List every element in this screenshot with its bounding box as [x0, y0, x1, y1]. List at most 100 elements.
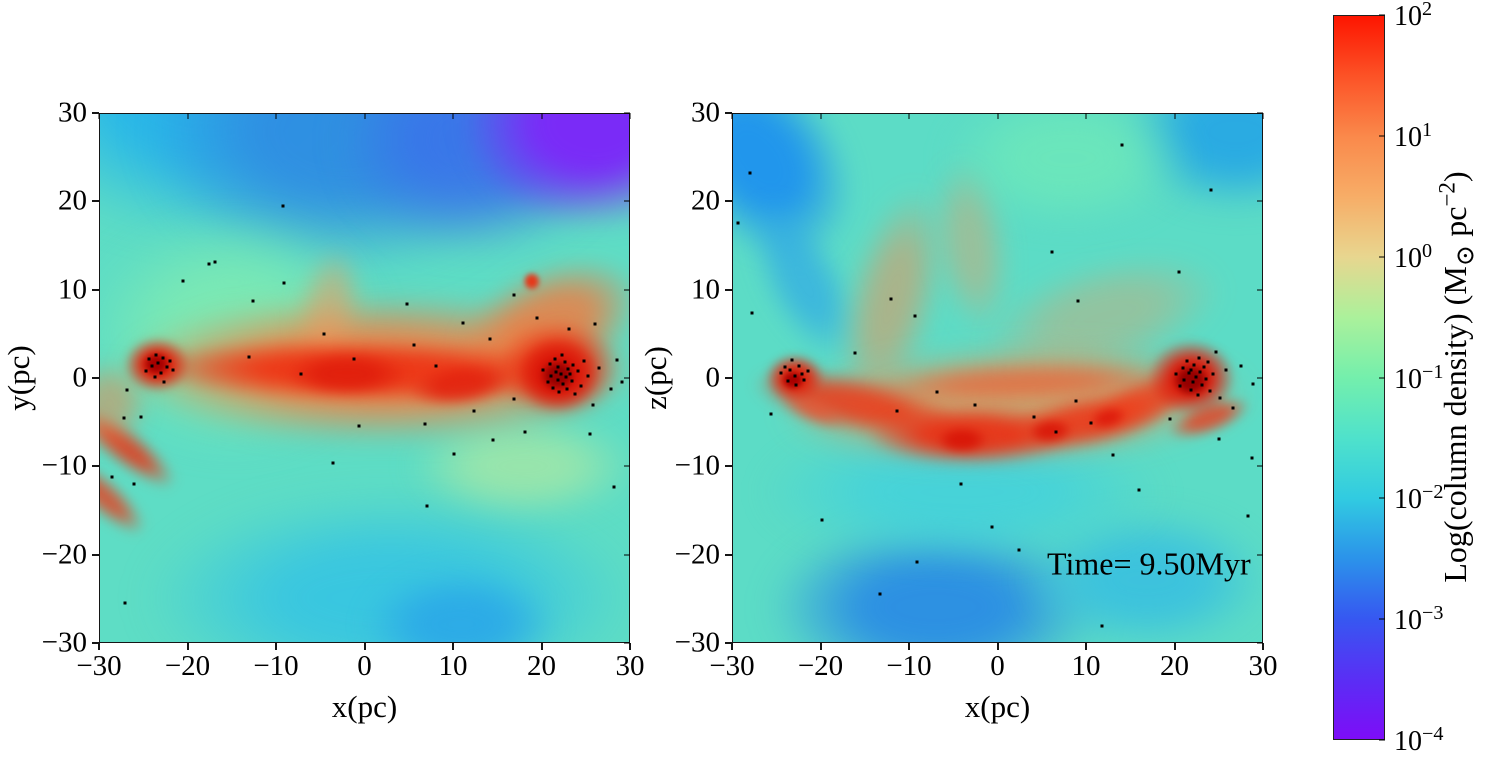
x-tick-mark-top	[908, 113, 910, 119]
star-particle	[797, 364, 801, 368]
star-particle	[1050, 250, 1054, 254]
x-tick-mark-top	[1262, 113, 1264, 119]
star-particle	[566, 367, 570, 371]
star-particle	[559, 372, 563, 376]
z-axis-label-right: z(pc)	[638, 346, 673, 410]
star-particle	[331, 461, 335, 465]
colorbar-tick-label: 10−4	[1394, 722, 1444, 757]
star-particle	[1187, 371, 1191, 375]
density-feature	[288, 241, 371, 374]
star-particle	[597, 366, 601, 370]
star-particle	[322, 332, 326, 336]
density-feature	[764, 353, 825, 403]
y-tick-mark-right	[624, 465, 630, 468]
x-tick-mark	[452, 643, 454, 650]
star-particle	[472, 409, 476, 413]
x-tick-mark-top	[186, 113, 189, 119]
x-tick-mark	[629, 643, 631, 650]
y-tick-label: 20	[691, 184, 720, 217]
density-feature	[144, 492, 629, 642]
star-particle	[1074, 399, 1078, 403]
colorbar-tick-mark	[1379, 134, 1385, 137]
star-particle	[1206, 360, 1210, 364]
y-tick-mark-right	[1257, 288, 1263, 291]
y-tick-mark-right	[624, 377, 630, 379]
star-particle	[405, 302, 409, 306]
density-feature	[865, 405, 1077, 466]
x-tick-mark-top	[731, 113, 733, 119]
star-particle	[1239, 364, 1243, 368]
star-particle	[535, 316, 539, 320]
star-particle	[793, 374, 797, 378]
y-tick-label: −20	[41, 538, 87, 571]
density-feature	[774, 381, 850, 436]
x-tick-mark	[731, 643, 733, 650]
star-particle	[1017, 548, 1021, 552]
star-particle	[523, 430, 527, 434]
x-tick-mark	[186, 643, 189, 650]
star-particle	[1217, 437, 1221, 441]
star-particle	[750, 311, 753, 315]
y-tick-mark	[725, 112, 732, 114]
star-particle	[571, 363, 575, 367]
star-particle	[1178, 384, 1182, 388]
star-particle	[1100, 624, 1104, 628]
star-particle	[556, 378, 560, 382]
star-particle	[159, 371, 163, 375]
y-tick-mark	[725, 553, 732, 556]
x-tick-label: −20	[164, 650, 211, 682]
density-feature	[461, 114, 629, 229]
density-feature	[100, 448, 155, 545]
star-particle	[806, 369, 810, 373]
x-tick-mark-top	[540, 113, 543, 119]
star-particle	[1174, 372, 1178, 376]
star-particle	[612, 485, 616, 489]
star-particle	[1191, 380, 1195, 384]
star-particle	[790, 358, 794, 362]
star-particle	[1177, 270, 1181, 274]
star-particle	[165, 365, 169, 369]
y-tick-mark-right	[1257, 465, 1263, 468]
star-particle	[1224, 368, 1228, 372]
y-tick-mark-right	[1257, 112, 1263, 114]
star-particle	[434, 364, 438, 368]
star-particle	[973, 403, 977, 407]
density-feature	[944, 114, 1192, 229]
x-tick-mark	[363, 643, 366, 650]
density-feature	[733, 114, 893, 297]
star-particle	[281, 204, 285, 208]
colorbar-tick-label: 102	[1394, 0, 1433, 33]
star-particle	[895, 409, 899, 413]
star-particle	[1185, 359, 1189, 363]
density-feature	[1081, 357, 1214, 443]
star-particle	[125, 388, 129, 392]
x-tick-mark	[819, 643, 822, 650]
x-tick-mark-top	[275, 113, 277, 119]
density-feature	[408, 413, 629, 519]
star-particle	[357, 424, 361, 428]
y-tick-mark-right	[1257, 553, 1263, 556]
density-feature	[134, 335, 595, 407]
star-particle	[110, 475, 114, 479]
star-particle	[565, 387, 569, 391]
star-particle	[1198, 370, 1202, 374]
star-particle	[1250, 456, 1254, 460]
star-particle	[913, 314, 917, 318]
y-tick-mark	[725, 642, 732, 644]
colorbar-tick-mark	[1379, 376, 1385, 379]
star-particle	[541, 368, 545, 372]
y-tick-label: −10	[674, 449, 720, 482]
colorbar-tick-mark	[1379, 14, 1385, 16]
density-feature	[864, 357, 1184, 408]
density-feature	[1147, 339, 1236, 417]
star-particle	[154, 353, 158, 357]
density-feature	[100, 114, 418, 238]
x-tick-label: 30	[615, 650, 645, 682]
star-particle	[579, 384, 582, 388]
density-feature	[774, 330, 1257, 479]
x-tick-label: −10	[253, 650, 299, 682]
x-axis-label-left: x(pc)	[331, 689, 398, 724]
y-axis-label-left: y(pc)	[1, 345, 36, 411]
y-tick-mark-right	[624, 553, 630, 556]
